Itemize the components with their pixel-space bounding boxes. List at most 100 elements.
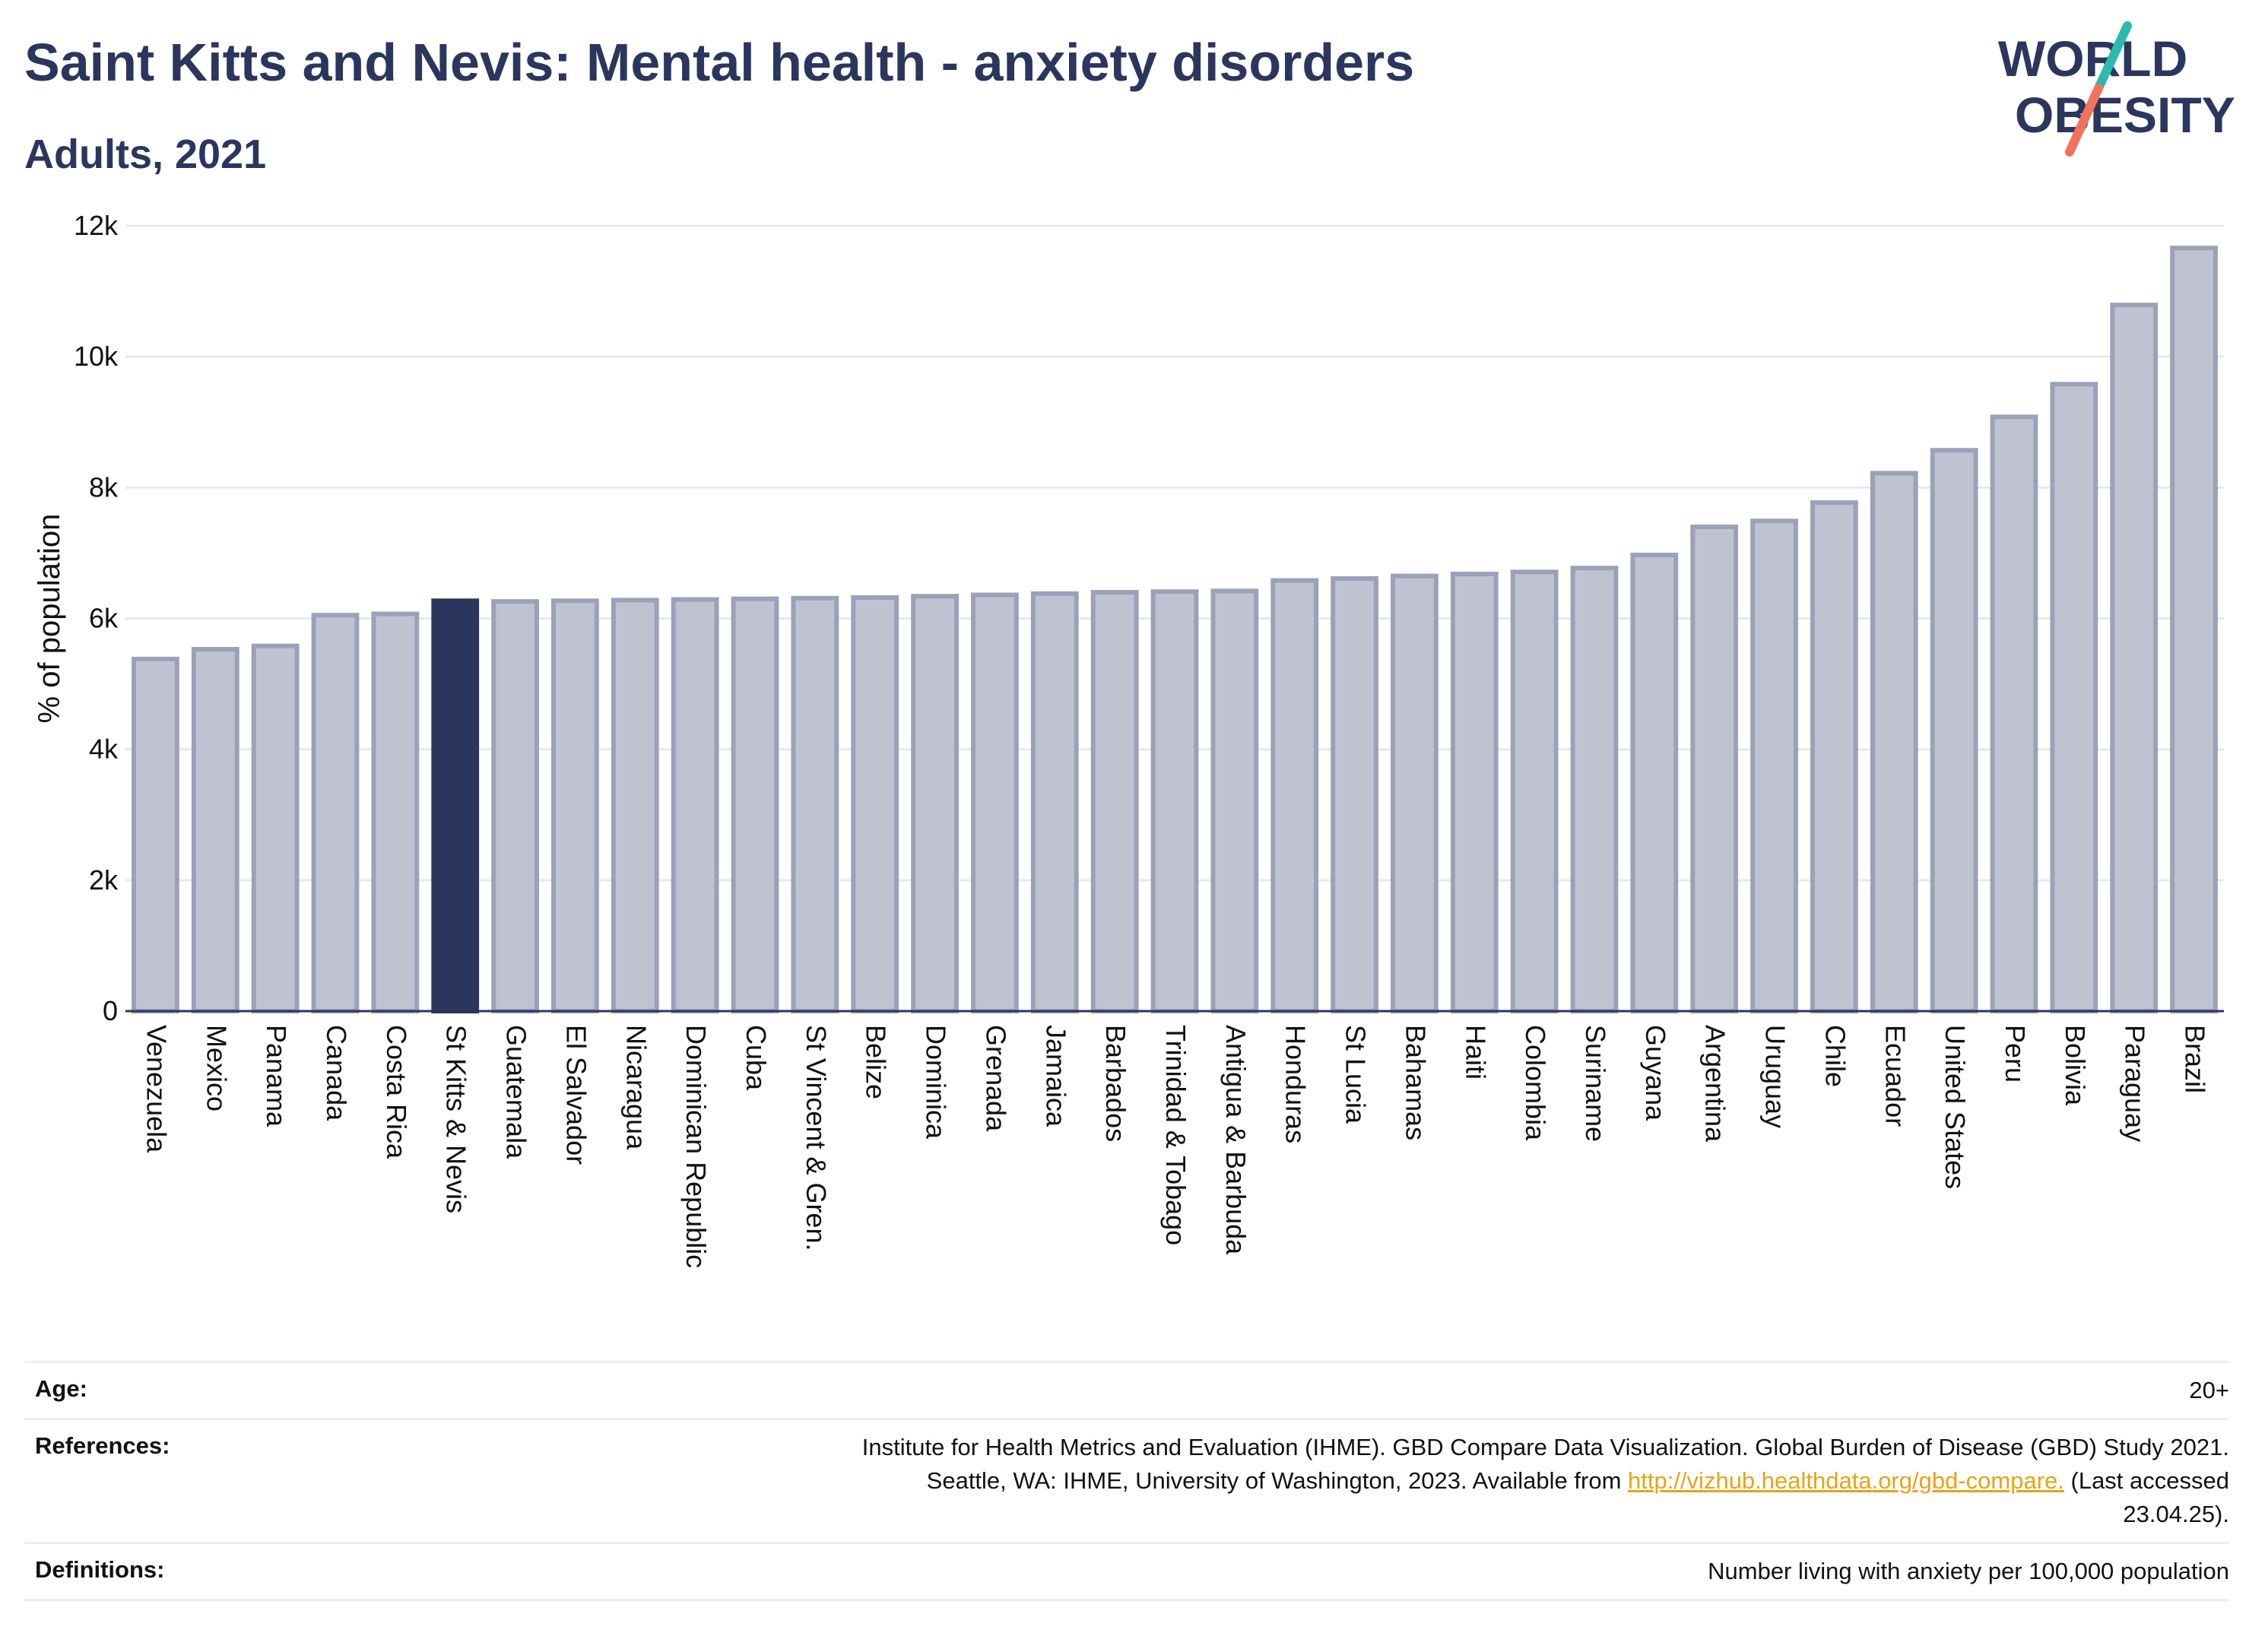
logo-slash-coral [2065, 84, 2103, 157]
x-tick-label: Nicaragua [620, 1025, 652, 1150]
x-tick-label: Uruguay [1760, 1025, 1791, 1128]
bar [671, 597, 719, 1013]
definitions-value: Number living with anxiety per 100,000 p… [1708, 1558, 2229, 1584]
y-tick-label: 4k [89, 734, 119, 765]
bar [2170, 246, 2218, 1014]
x-tick-label: Jamaica [1040, 1025, 1071, 1127]
bar [2110, 303, 2159, 1013]
info-row-age: Age: 20+ [24, 1361, 2229, 1418]
bar-chart: 0 2k 4k 6k 8k 10k 12k Venezuela Mexico Panama Cana… [33, 210, 2224, 1268]
bar [1150, 589, 1199, 1013]
x-tick-label: Dominican Republic [680, 1025, 712, 1268]
y-tick-label: 2k [89, 864, 119, 896]
age-label: Age: [35, 1375, 87, 1402]
references-link[interactable]: http://vizhub.healthdata.org/gbd-compare… [1628, 1467, 2064, 1494]
bar [1210, 588, 1259, 1013]
x-tick-label: Panama [261, 1025, 292, 1127]
x-tick-label: St Vincent & Gren. [801, 1025, 832, 1251]
bar [1331, 576, 1378, 1013]
bar [371, 611, 420, 1013]
x-tick-label: Antigua & Barbuda [1220, 1025, 1251, 1255]
bar [1630, 552, 1679, 1013]
bar [1930, 448, 1978, 1013]
x-tick-label: St Lucia [1340, 1025, 1372, 1124]
x-tick-label: Venezuela [141, 1025, 172, 1153]
x-tick-label: Dominica [921, 1025, 952, 1140]
x-tick-label: Haiti [1460, 1025, 1491, 1080]
bar [551, 598, 599, 1013]
chart-title: Saint Kitts and Nevis: Mental health - a… [24, 33, 1415, 92]
x-tick-label: Belize [861, 1025, 892, 1099]
x-tick-label: Argentina [1700, 1025, 1731, 1143]
x-tick-label: Barbados [1100, 1025, 1131, 1142]
age-value: 20+ [2189, 1377, 2229, 1403]
bar [731, 596, 779, 1013]
y-tick-label: 6k [89, 603, 119, 634]
bar [1270, 578, 1319, 1013]
bar [1450, 571, 1499, 1013]
x-tick-label: St Kitts & Nevis [441, 1025, 472, 1213]
references-label: References: [35, 1432, 170, 1459]
bar [971, 592, 1019, 1013]
x-tick-label: Grenada [980, 1025, 1011, 1132]
bar [251, 643, 300, 1014]
bar [1030, 591, 1079, 1013]
chart-subtitle: Adults, 2021 [24, 132, 267, 177]
x-tick-label: Suriname [1580, 1025, 1611, 1142]
x-tick-label: Brazil [2180, 1025, 2211, 1093]
bar [791, 595, 839, 1013]
bar [1810, 500, 1858, 1013]
x-tick-label: Costa Rica [381, 1025, 412, 1159]
bar-highlighted [431, 598, 480, 1013]
x-tick-label: El Salvador [560, 1025, 592, 1165]
bar [851, 595, 899, 1013]
x-tick-label: Honduras [1280, 1025, 1312, 1143]
x-tick-label: Mexico [201, 1025, 232, 1111]
y-tick-label: 12k [74, 210, 119, 241]
info-row-definitions: Definitions: Number living with anxiety … [24, 1542, 2229, 1601]
x-tick-label: Bolivia [2060, 1025, 2091, 1106]
x-tick-label: Chile [1819, 1025, 1851, 1087]
y-tick-label: 8k [89, 471, 119, 503]
bar [911, 594, 959, 1013]
world-obesity-logo: WORLD OBESITY [1998, 21, 2235, 157]
logo-word-obesity: OBESITY [2015, 87, 2235, 143]
x-tick-label: Cuba [741, 1025, 772, 1091]
bar [191, 646, 239, 1013]
y-tick-label: 10k [74, 341, 119, 372]
references-line-3: 23.04.25). [2123, 1501, 2229, 1527]
references-value: Institute for Health Metrics and Evaluat… [862, 1431, 2229, 1531]
bar [311, 613, 360, 1013]
bar [611, 598, 659, 1013]
definitions-label: Definitions: [35, 1556, 165, 1583]
info-row-references: References: Institute for Health Metrics… [24, 1418, 2229, 1542]
x-tick-label: Peru [2000, 1025, 2031, 1083]
x-tick-label: Canada [321, 1025, 352, 1121]
x-tick-label: United States [1940, 1025, 1971, 1189]
bar [2050, 382, 2098, 1013]
x-tick-label: Guatemala [501, 1025, 532, 1159]
bar [1510, 569, 1559, 1013]
bar [1570, 566, 1619, 1013]
x-tick-label: Ecuador [1879, 1025, 1911, 1127]
references-line-1: Institute for Health Metrics and Evaluat… [861, 1434, 2229, 1460]
axes: 0 2k 4k 6k 8k 10k 12k Venezuela Mexico Panama Cana… [74, 210, 2224, 1268]
y-tick-label: 0 [103, 995, 118, 1026]
y-axis-title: % of population [33, 514, 66, 724]
logo-word-world: WORLD [1998, 30, 2187, 87]
bars [132, 246, 2218, 1014]
x-tick-label: Guyana [1640, 1025, 1671, 1121]
bar [1750, 518, 1798, 1013]
x-tick-label: Colombia [1520, 1025, 1551, 1141]
bar [491, 599, 539, 1013]
bar [1391, 573, 1439, 1013]
bar [1090, 590, 1139, 1013]
bar [1990, 414, 2038, 1013]
references-line-2b: (Last accessed [2063, 1467, 2230, 1494]
info-table: Age: 20+ References: Institute for Healt… [24, 1361, 2229, 1601]
bar [1690, 524, 1739, 1013]
logo-slash-teal [2094, 21, 2132, 93]
bar [132, 656, 179, 1013]
x-tick-label: Paraguay [2120, 1025, 2151, 1142]
x-tick-label: Bahamas [1400, 1025, 1431, 1140]
